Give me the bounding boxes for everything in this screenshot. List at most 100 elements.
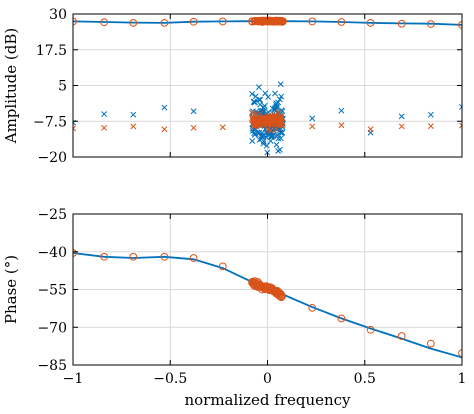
data-point-cross (190, 124, 197, 131)
data-point-circle (218, 17, 227, 26)
data-point-cross (255, 130, 262, 137)
data-point-cross (251, 131, 258, 138)
data-point-cross (73, 125, 76, 132)
data-point-cross (277, 121, 284, 128)
data-point-circle (218, 262, 227, 271)
data-point-cross (219, 124, 226, 131)
data-point-circle (271, 17, 280, 26)
data-point-cross (249, 91, 256, 97)
data-point-circle (426, 20, 435, 28)
data-point-circle (253, 282, 262, 290)
data-point-cross (190, 108, 197, 115)
data-point-cross (309, 123, 316, 130)
x-axis-label: normalized frequency (184, 391, 351, 409)
data-point-circle (273, 288, 282, 297)
data-point-circle (308, 303, 317, 312)
data-point-circle (189, 17, 198, 26)
data-point-cross (278, 93, 285, 100)
data-point-circle (458, 349, 462, 358)
data-point-cross (255, 121, 262, 128)
data-point-cross (251, 99, 258, 105)
data-point-cross (275, 147, 282, 154)
data-point-circle (366, 18, 375, 27)
data-point-cross (259, 107, 266, 114)
data-point-cross (338, 122, 345, 129)
y-tick-label: −7.5 (33, 114, 67, 130)
data-point-circle (189, 254, 198, 262)
y-tick-label: −70 (37, 320, 67, 336)
y-tick-label: 5 (58, 79, 67, 95)
data-point-cross (101, 111, 108, 118)
data-point-cross (367, 126, 374, 133)
data-point-cross (427, 111, 434, 118)
data-point-circle (252, 279, 261, 288)
y-tick-label: 17.5 (36, 43, 67, 59)
data-point-cross (459, 122, 462, 129)
y-tick-label: −40 (37, 245, 67, 261)
data-point-circle (100, 18, 109, 27)
data-point-cross (250, 163, 255, 168)
series-layer (73, 249, 462, 359)
data-point-circle (397, 19, 406, 28)
data-point-cross (273, 141, 280, 148)
data-point-cross (427, 123, 434, 130)
y-tick-label: −85 (37, 358, 67, 374)
x-tick-label: 0.5 (354, 371, 376, 387)
data-point-cross (275, 99, 282, 106)
data-point-circle (366, 325, 375, 334)
data-point-cross (249, 109, 255, 116)
data-point-cross (249, 138, 256, 144)
x-tick-label: −0.5 (153, 371, 187, 387)
data-point-circle (308, 17, 317, 26)
data-point-cross (252, 93, 259, 100)
data-point-cross (260, 138, 267, 145)
data-point-cross (268, 134, 275, 141)
data-point-cross (263, 142, 270, 149)
data-point-circle (337, 314, 346, 323)
data-point-circle (265, 284, 274, 292)
phase-panel: −25 −40 −55 −70 −85−1 −0.5 0 0.5 1 (37, 207, 466, 387)
data-point-circle (73, 17, 77, 26)
y-tick-label: −25 (37, 207, 67, 223)
x-tick-label: 1 (458, 371, 467, 387)
y-tick-label: −20 (37, 150, 67, 166)
data-point-circle (397, 332, 406, 340)
data-point-circle (426, 339, 435, 348)
data-point-cross (130, 123, 137, 130)
amplitude-panel: 30 17.5 5 −7.5 −20 (33, 7, 463, 168)
data-point-cross (273, 115, 280, 122)
data-point-cross (261, 107, 268, 114)
data-point-cross (275, 135, 282, 142)
data-point-cross (278, 113, 285, 120)
data-point-cross (260, 140, 267, 147)
data-point-circle (129, 18, 138, 27)
x-tick-label: −1 (63, 371, 84, 387)
data-point-circle (100, 252, 109, 261)
data-point-circle (265, 16, 274, 25)
series-layer (73, 16, 462, 168)
data-point-cross (271, 107, 278, 114)
data-point-circle (160, 18, 169, 27)
data-point-cross (265, 93, 272, 100)
data-point-cross (398, 113, 405, 120)
data-point-cross (459, 103, 462, 110)
data-point-cross (278, 119, 285, 126)
y-tick-label: 30 (49, 7, 67, 23)
y-tick-label: −55 (37, 283, 67, 299)
data-point-cross (269, 114, 276, 121)
data-point-cross (309, 115, 316, 122)
data-point-circle (73, 249, 77, 257)
data-point-cross (161, 104, 168, 111)
data-point-circle (337, 18, 346, 26)
data-point-cross (267, 127, 274, 134)
data-point-cross (262, 90, 269, 97)
data-point-circle (129, 252, 138, 261)
data-point-cross (161, 126, 168, 133)
data-point-cross (277, 81, 284, 88)
data-point-circle (262, 283, 271, 292)
data-point-cross (338, 107, 345, 114)
data-point-cross (130, 111, 137, 118)
x-tick-label: 0 (263, 371, 272, 387)
data-point-cross (257, 115, 264, 122)
